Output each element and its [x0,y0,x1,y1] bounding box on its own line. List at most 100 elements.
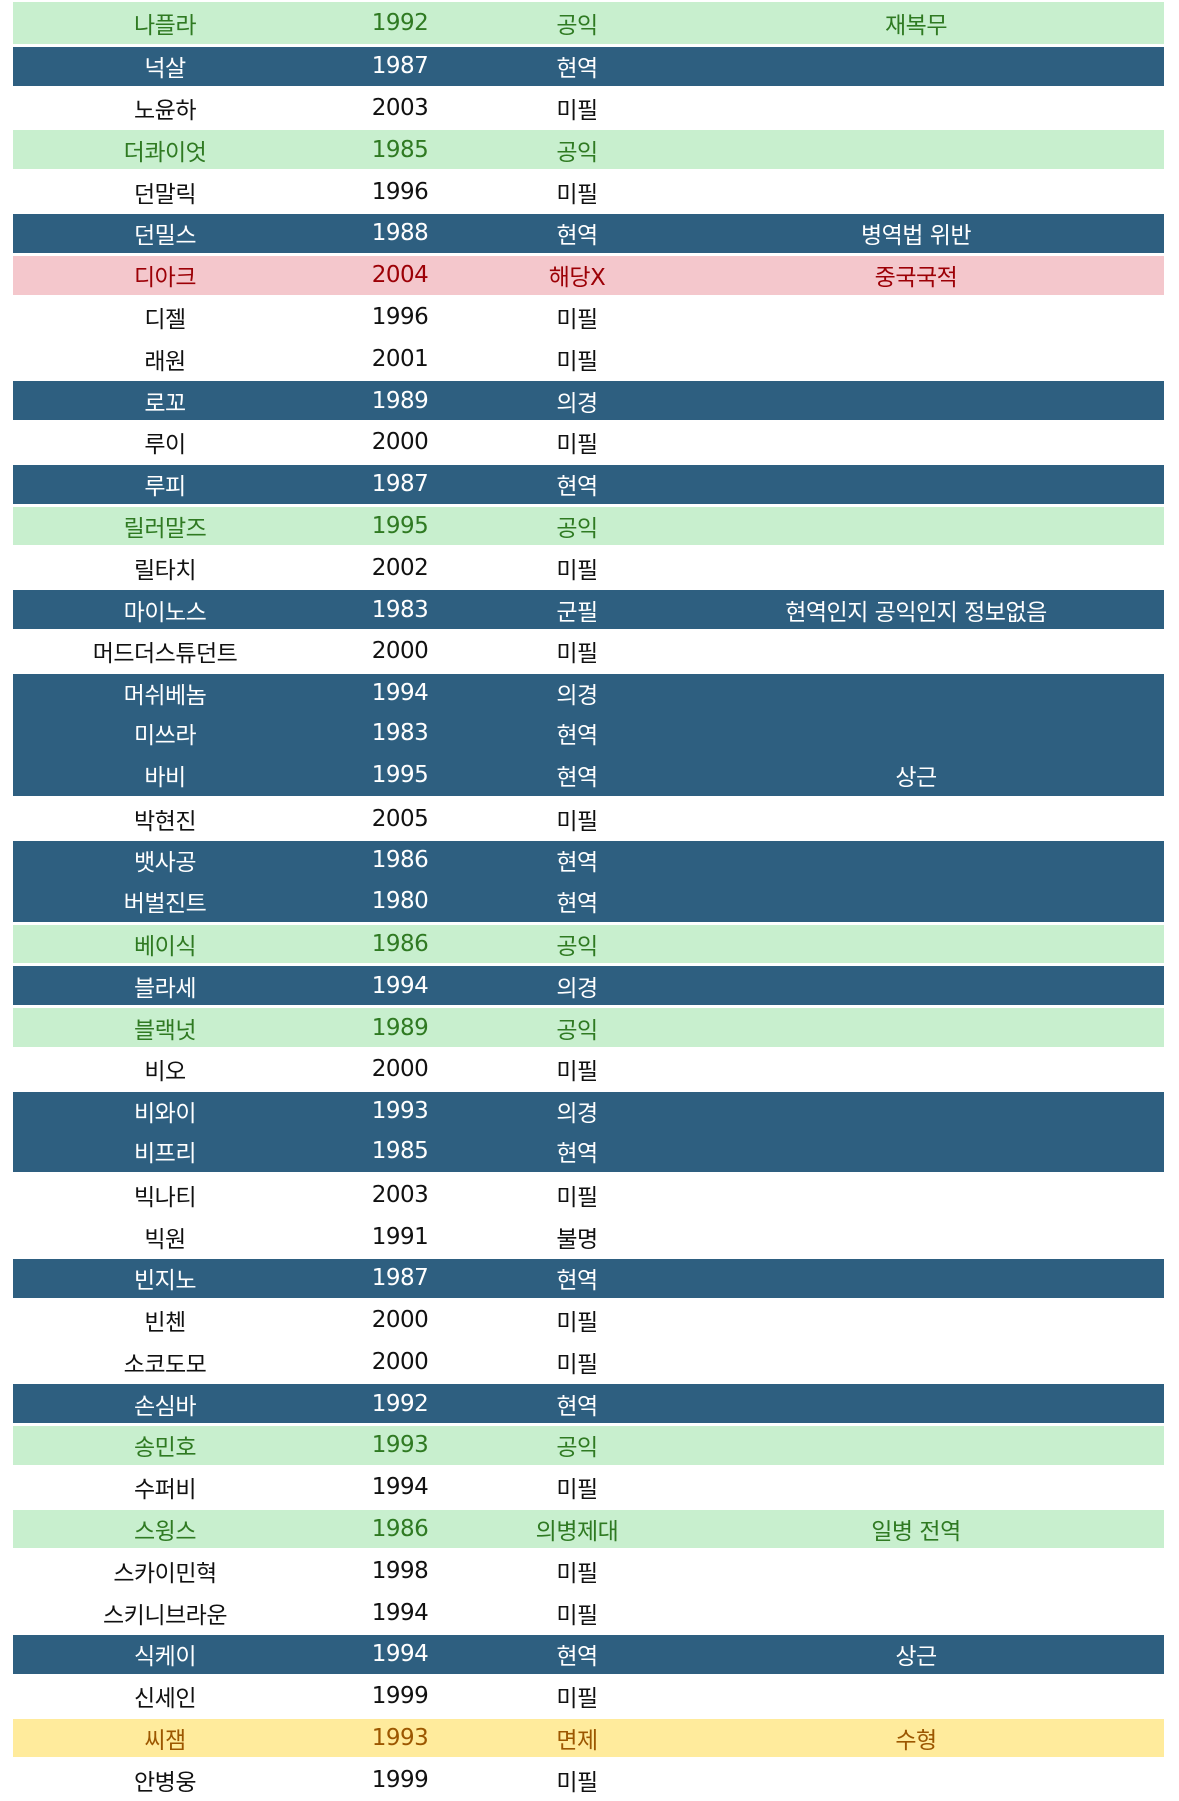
table-row: 루피 1987 현역 [13,461,1164,504]
year-cell: 1996 [371,303,429,330]
status-cell: 미필 [556,1184,598,1211]
name-cell: 빈첸 [144,1310,186,1337]
status-cell: 의경 [556,390,598,417]
table-row: 디젤 1996 미필 [13,294,1164,337]
status-cell: 미필 [556,97,598,124]
name-cell: 빈지노 [134,1268,196,1295]
name-cell: 신세인 [134,1686,196,1713]
name-cell: 미쓰라 [134,723,196,750]
year-cell: 1987 [371,1265,429,1292]
name-cell: 루피 [144,474,186,501]
status-cell: 공익 [556,515,598,542]
year-cell: 1983 [371,720,429,747]
table-row: 미쓰라 1983 현역 [13,712,1164,755]
status-cell: 공익 [556,1435,598,1462]
status-cell: 미필 [556,348,598,375]
name-cell: 베이식 [134,933,196,960]
year-cell: 1987 [371,53,429,80]
status-cell: 현역 [556,890,598,917]
table-row: 블랙넛 1989 공익 [13,1005,1164,1047]
note-cell: 일병 전역 [871,1519,961,1546]
name-cell: 박현진 [134,808,196,835]
status-cell: 미필 [556,1351,598,1378]
name-cell: 릴타치 [134,557,196,584]
name-cell: 블라세 [134,975,196,1002]
table-row: 비오 2000 미필 [13,1046,1164,1089]
status-cell: 군필 [556,599,598,626]
year-cell: 2003 [371,94,429,121]
status-cell: 현역 [556,723,598,750]
status-cell: 미필 [556,1560,598,1587]
table-row: 래원 2001 미필 [13,336,1164,379]
name-cell: 넉살 [144,56,186,83]
status-cell: 현역 [556,1393,598,1420]
name-cell: 블랙넛 [134,1017,196,1044]
name-cell: 비와이 [134,1101,196,1128]
name-cell: 스윙스 [134,1519,196,1546]
status-cell: 미필 [556,1477,598,1504]
name-cell: 비프리 [134,1141,196,1168]
table-row: 머쉬베놈 1994 의경 [13,670,1164,713]
year-cell: 1993 [371,1432,429,1459]
table-row: 빅원 1991 불명 [13,1214,1164,1256]
status-cell: 미필 [556,1059,598,1086]
name-cell: 바비 [144,765,186,792]
status-cell: 미필 [556,306,598,333]
year-cell: 1988 [371,220,429,247]
status-cell: 공익 [556,12,598,39]
year-cell: 1989 [371,387,429,414]
status-cell: 미필 [556,1686,598,1713]
status-cell: 의경 [556,1101,598,1128]
status-cell: 면제 [556,1728,598,1755]
year-cell: 2000 [371,1348,429,1375]
table-row: 바비 1995 현역 상근 [13,754,1164,797]
table-row: 박현진 2005 미필 [13,796,1164,838]
status-cell: 의경 [556,683,598,710]
table-row: 스카이민혁 1998 미필 [13,1548,1164,1591]
table-row: 식케이 1994 현역 상근 [13,1632,1164,1674]
note-cell: 재복무 [885,12,947,39]
table-row: 소코도모 2000 미필 [13,1339,1164,1382]
name-cell: 더콰이엇 [123,139,207,166]
table-row: 신세인 1999 미필 [13,1673,1164,1716]
name-cell: 마이노스 [123,599,207,626]
name-cell: 릴러말즈 [123,515,207,542]
year-cell: 1994 [371,972,429,999]
status-cell: 불명 [556,1226,598,1253]
year-cell: 1995 [371,512,429,539]
status-cell: 현역 [556,474,598,501]
year-cell: 2001 [371,345,429,372]
status-cell: 해당X [548,265,606,292]
year-cell: 1998 [371,1557,429,1584]
note-cell: 상근 [895,1644,937,1671]
name-cell: 안병웅 [134,1769,196,1796]
name-cell: 빅원 [144,1226,186,1253]
table-row: 블라세 1994 의경 [13,963,1164,1006]
status-cell: 미필 [556,557,598,584]
table-row: 노윤하 2003 미필 [13,85,1164,128]
status-cell: 현역 [556,765,598,792]
status-cell: 현역 [556,223,598,250]
status-cell: 공익 [556,933,598,960]
year-cell: 1999 [371,1766,429,1793]
status-cell: 미필 [556,1769,598,1796]
name-cell: 던말릭 [134,181,196,208]
name-cell: 빅나티 [134,1184,196,1211]
table-row: 손심바 1992 현역 [13,1381,1164,1424]
status-cell: 현역 [556,1141,598,1168]
table-row: 씨잼 1993 면제 수형 [13,1715,1164,1758]
name-cell: 디젤 [144,306,186,333]
table-row: 넉살 1987 현역 [13,43,1164,86]
name-cell: 소코도모 [123,1351,207,1378]
status-cell: 미필 [556,1602,598,1629]
name-cell: 루이 [144,432,186,459]
note-cell: 현역인지 공익인지 정보없음 [785,599,1047,626]
note-cell: 수형 [895,1728,937,1755]
name-cell: 씨잼 [144,1728,186,1755]
note-cell: 상근 [895,765,937,792]
name-cell: 노윤하 [134,97,196,124]
table-row: 비프리 1985 현역 [13,1130,1164,1173]
year-cell: 1991 [371,1223,429,1250]
table-row: 더콰이엇 1985 공익 [13,127,1164,170]
status-cell: 의병제대 [535,1519,619,1546]
